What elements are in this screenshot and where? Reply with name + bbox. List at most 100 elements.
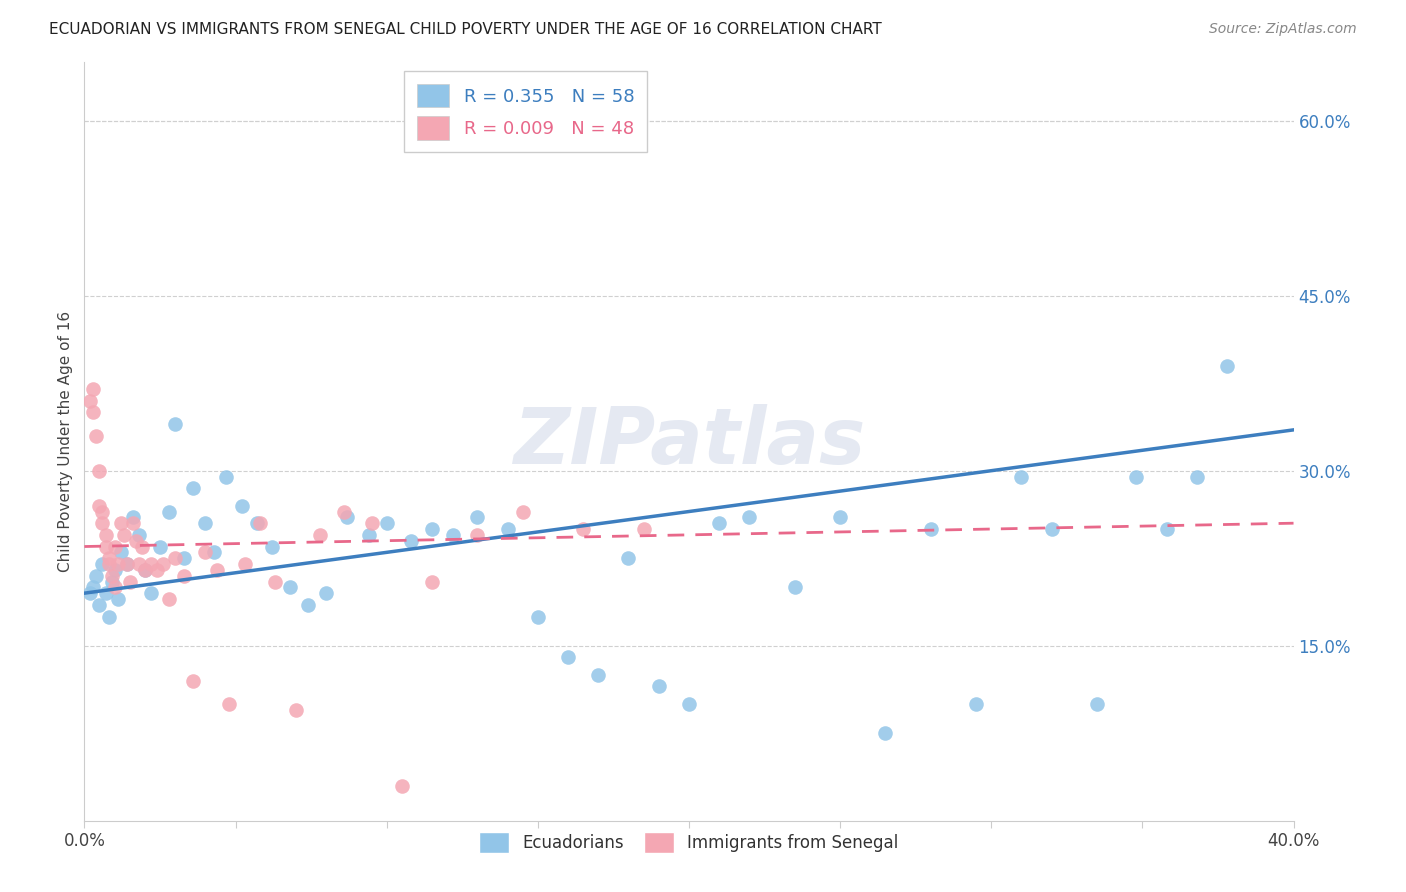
Point [391, 779, 413, 793]
Point [139, 586, 162, 600]
Point [97, 557, 120, 571]
Point [249, 516, 271, 531]
Point [86, 428, 108, 442]
Point [233, 557, 256, 571]
Point [79, 393, 101, 408]
Point [181, 481, 204, 495]
Point [678, 697, 700, 711]
Point [467, 528, 489, 542]
Point [82, 580, 104, 594]
Point [875, 726, 897, 740]
Point [173, 568, 195, 582]
Point [86, 568, 108, 582]
Point [79, 586, 101, 600]
Point [333, 504, 356, 518]
Point [496, 522, 519, 536]
Point [336, 510, 359, 524]
Point [375, 516, 398, 531]
Point [231, 499, 253, 513]
Point [783, 580, 806, 594]
Point [297, 598, 319, 612]
Point [134, 563, 156, 577]
Point [965, 697, 987, 711]
Point [1085, 697, 1108, 711]
Point [165, 417, 187, 431]
Point [121, 510, 143, 524]
Point [89, 464, 111, 478]
Point [89, 499, 111, 513]
Point [1040, 522, 1063, 536]
Point [278, 580, 301, 594]
Point [572, 522, 595, 536]
Point [104, 580, 127, 594]
Point [357, 528, 380, 542]
Point [89, 598, 111, 612]
Point [115, 557, 138, 571]
Legend: Ecuadorians, Immigrants from Senegal: Ecuadorians, Immigrants from Senegal [471, 823, 907, 862]
Point [315, 586, 337, 600]
Point [115, 557, 138, 571]
Point [97, 609, 120, 624]
Point [202, 545, 225, 559]
Point [830, 510, 852, 524]
Point [100, 568, 122, 582]
Point [157, 504, 180, 518]
Text: ECUADORIAN VS IMMIGRANTS FROM SENEGAL CHILD POVERTY UNDER THE AGE OF 16 CORRELAT: ECUADORIAN VS IMMIGRANTS FROM SENEGAL CH… [49, 22, 882, 37]
Point [91, 557, 114, 571]
Point [194, 545, 217, 559]
Point [125, 533, 148, 548]
Point [82, 405, 104, 419]
Point [107, 592, 129, 607]
Point [82, 382, 104, 396]
Point [128, 528, 150, 542]
Point [218, 697, 240, 711]
Point [1125, 469, 1147, 483]
Point [420, 574, 443, 589]
Point [181, 673, 204, 688]
Point [285, 703, 308, 717]
Point [1156, 522, 1178, 536]
Point [94, 586, 117, 600]
Point [512, 504, 534, 518]
Point [110, 516, 132, 531]
Point [91, 504, 114, 518]
Point [1011, 469, 1033, 483]
Point [467, 510, 489, 524]
Point [107, 557, 129, 571]
Point [165, 551, 187, 566]
Point [149, 540, 172, 554]
Point [91, 516, 114, 531]
Point [194, 516, 217, 531]
Point [118, 574, 141, 589]
Point [1216, 359, 1239, 373]
Point [920, 522, 942, 536]
Point [527, 609, 550, 624]
Point [617, 551, 640, 566]
Point [146, 563, 169, 577]
Point [1185, 469, 1208, 483]
Point [121, 516, 143, 531]
Text: Source: ZipAtlas.com: Source: ZipAtlas.com [1209, 22, 1357, 37]
Point [128, 557, 150, 571]
Point [399, 533, 422, 548]
Point [94, 540, 117, 554]
Point [215, 469, 238, 483]
Point [104, 563, 127, 577]
Point [157, 592, 180, 607]
Point [263, 574, 285, 589]
Point [309, 528, 332, 542]
Point [709, 516, 731, 531]
Point [441, 528, 464, 542]
Point [633, 522, 655, 536]
Point [588, 668, 610, 682]
Point [94, 528, 117, 542]
Point [139, 557, 162, 571]
Point [104, 540, 127, 554]
Point [152, 557, 174, 571]
Point [173, 551, 195, 566]
Point [260, 540, 283, 554]
Point [131, 540, 153, 554]
Point [110, 545, 132, 559]
Point [100, 574, 122, 589]
Text: ZIPatlas: ZIPatlas [513, 403, 865, 480]
